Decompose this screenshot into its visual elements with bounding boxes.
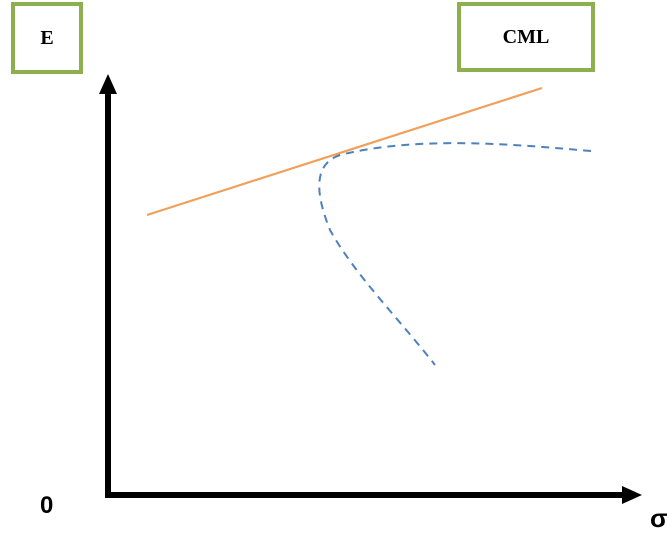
x-axis-arrowhead [622,486,642,504]
efficient-frontier-curve [318,142,592,366]
y-axis-label-box: E [11,2,83,74]
cml-line [146,86,543,217]
origin-label: 0 [40,492,54,519]
cml-label: CML [502,25,550,48]
y-axis-arrowhead [99,74,117,94]
cml-label-box: CML [457,2,595,72]
y-axis-label: E [40,26,54,49]
x-axis-label: σ [650,503,667,533]
